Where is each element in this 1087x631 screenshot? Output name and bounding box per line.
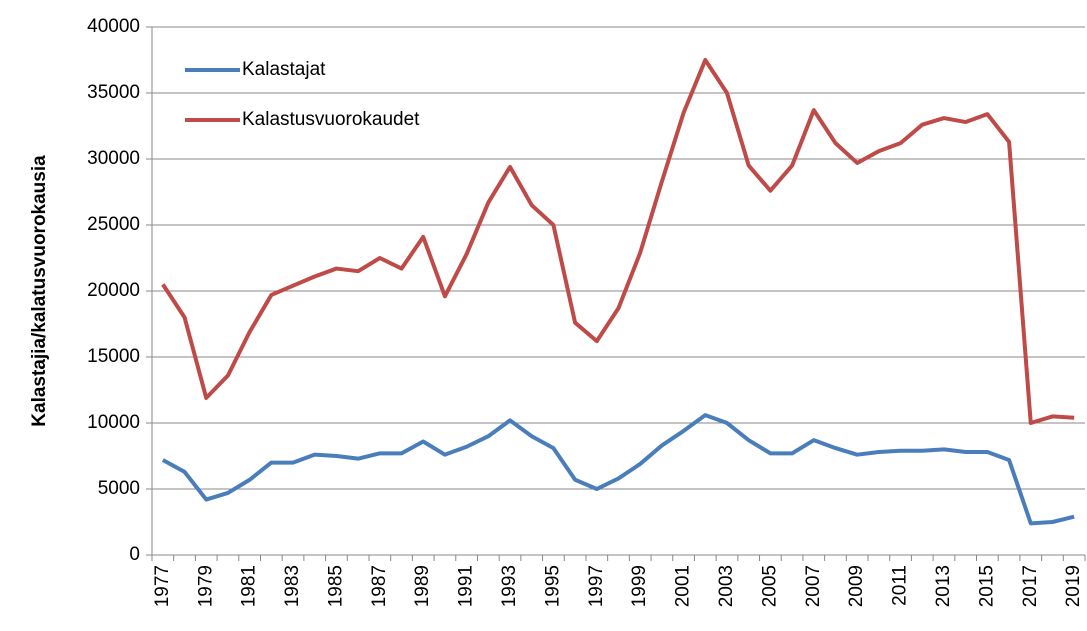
y-tick-label: 35000: [87, 82, 140, 103]
series-line: [161, 58, 1075, 425]
x-tick-label: 1985: [325, 565, 346, 607]
y-tick-label: 0: [129, 544, 140, 565]
y-tick-label: 20000: [87, 280, 140, 301]
x-tick-label: 1999: [629, 565, 650, 607]
x-tick-label: 1987: [369, 565, 390, 607]
x-tick-label: 1991: [456, 565, 477, 607]
x-tick-label: 2011: [890, 565, 911, 606]
x-tick-label: 2019: [1063, 565, 1084, 607]
legend-label: Kalastusvuorokaudet: [242, 109, 420, 130]
x-tick-label: 2007: [803, 565, 824, 607]
x-tick-label: 1989: [412, 565, 433, 607]
x-tick-label: 1983: [282, 565, 303, 607]
x-tick-label: 2001: [673, 565, 694, 607]
x-tick-label: 2005: [759, 565, 780, 607]
y-tick-label: 5000: [98, 478, 140, 499]
series-line: [161, 413, 1075, 526]
x-tick-label: 2009: [846, 565, 867, 607]
x-tick-label: 1981: [239, 565, 260, 607]
y-tick-label: 30000: [87, 148, 140, 169]
x-tick-label: 1993: [499, 565, 520, 607]
x-tick-label: 2013: [933, 565, 954, 607]
y-tick-label: 15000: [87, 346, 140, 367]
y-tick-label: 25000: [87, 214, 140, 235]
x-tick-label: 2015: [976, 565, 997, 607]
x-tick-label: 1995: [542, 565, 563, 607]
y-tick-label: 40000: [87, 16, 140, 37]
y-axis-label: Kalastajia/kalatusvuorokausia: [29, 155, 50, 427]
x-tick-label: 2003: [716, 565, 737, 607]
x-tick-label: 1997: [586, 565, 607, 607]
x-tick-label: 2017: [1020, 565, 1041, 607]
legend-label: Kalastajat: [242, 59, 326, 80]
x-tick-label: 1977: [152, 565, 173, 607]
y-tick-label: 10000: [87, 412, 140, 433]
x-tick-label: 1979: [195, 565, 216, 607]
